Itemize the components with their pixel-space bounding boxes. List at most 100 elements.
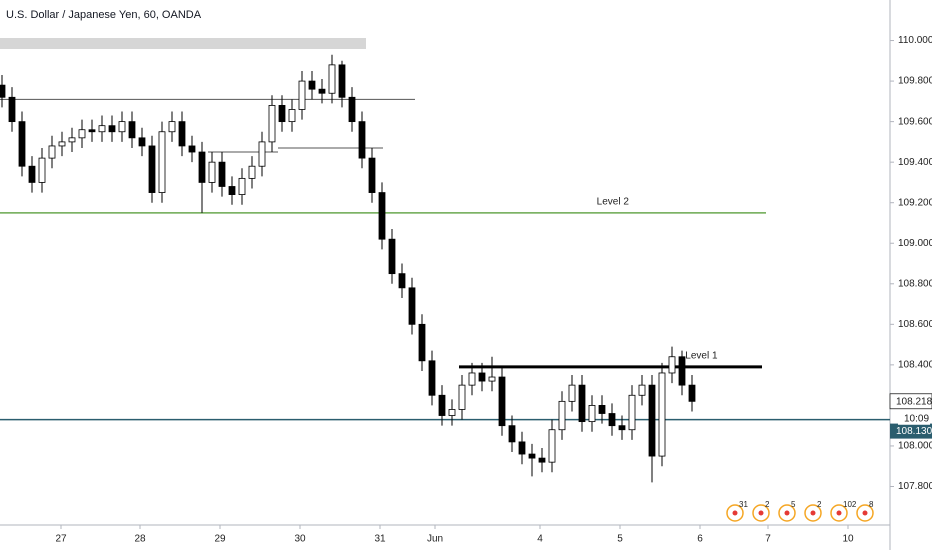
placeholder-bar <box>0 38 366 49</box>
event-dot <box>758 510 764 516</box>
candle-body <box>338 64 346 98</box>
candle-body <box>368 157 376 193</box>
candle-body <box>128 121 136 139</box>
event-count: 8 <box>869 500 874 509</box>
candle-body <box>428 360 436 396</box>
y-tick-label: 109.800 <box>898 76 932 87</box>
candle-body <box>298 80 306 110</box>
candle-body <box>18 121 26 167</box>
candle-body <box>438 394 446 416</box>
candle-body <box>328 64 336 94</box>
candle-body <box>578 384 586 423</box>
candle-body <box>448 409 456 416</box>
candle-body <box>678 356 686 386</box>
y-tick-label: 109.600 <box>898 116 932 127</box>
candle-body <box>548 429 556 463</box>
candle-body <box>568 384 576 402</box>
level-label: Level 2 <box>597 196 630 207</box>
candle-body <box>68 137 76 143</box>
candle-body <box>388 238 396 275</box>
event-dot <box>784 510 790 516</box>
candle-body <box>318 88 326 94</box>
candle-body <box>348 96 356 123</box>
candle-body <box>218 161 226 187</box>
candle-body <box>628 394 636 431</box>
candle-body <box>598 405 606 414</box>
candle-body <box>458 384 466 410</box>
candle-body <box>538 457 546 463</box>
candle-body <box>638 384 646 396</box>
candle-body <box>288 109 296 123</box>
x-tick-label: 5 <box>617 534 623 545</box>
countdown-box <box>898 411 930 425</box>
candle-body <box>188 145 196 153</box>
event-dot <box>836 510 842 516</box>
x-tick-label: 28 <box>134 534 146 545</box>
candle-body <box>688 384 696 402</box>
countdown-label: 10:09 <box>904 413 929 424</box>
level-label: Level 1 <box>685 351 718 362</box>
event-dot <box>810 510 816 516</box>
candle-body <box>588 405 596 423</box>
last-price-label: 108.218 <box>896 396 932 407</box>
candle-body <box>668 356 676 374</box>
x-tick-label: 4 <box>537 534 543 545</box>
candle-body <box>258 141 266 167</box>
candle-body <box>558 400 566 431</box>
event-dot <box>732 510 738 516</box>
event-dot <box>862 510 868 516</box>
candle-body <box>308 80 316 90</box>
candle-body <box>658 372 666 457</box>
candle-body <box>278 105 286 123</box>
candle-body <box>418 323 426 362</box>
candle-body <box>478 372 486 382</box>
x-tick-label: 30 <box>294 534 306 545</box>
chart-title: U.S. Dollar / Japanese Yen, 60, OANDA <box>6 9 202 21</box>
price-tag-label: 108.130 <box>896 426 932 437</box>
x-tick-label: 31 <box>374 534 386 545</box>
candle-body <box>618 425 626 431</box>
candle-body <box>58 141 66 147</box>
y-tick-label: 109.400 <box>898 157 932 168</box>
y-tick-label: 108.000 <box>898 441 932 452</box>
event-count: 2 <box>765 500 770 509</box>
event-count: 102 <box>843 500 857 509</box>
candle-body <box>8 96 16 123</box>
candle-body <box>98 125 106 133</box>
y-tick-label: 108.600 <box>898 319 932 330</box>
y-tick-label: 107.800 <box>898 481 932 492</box>
candle-body <box>108 125 116 133</box>
candle-body <box>118 121 126 133</box>
candle-body <box>498 376 506 427</box>
x-tick-label: 27 <box>55 534 67 545</box>
candle-body <box>28 165 36 183</box>
candle-body <box>608 413 616 427</box>
price-tag <box>890 423 932 439</box>
candle-body <box>198 151 206 183</box>
candle-body <box>88 129 96 133</box>
event-count: 5 <box>791 500 796 509</box>
candle-body <box>468 372 476 386</box>
y-tick-label: 108.400 <box>898 360 932 371</box>
last-price-tag <box>889 393 932 410</box>
candle-body <box>248 165 256 179</box>
candle-body <box>168 121 176 133</box>
y-tick-label: 109.200 <box>898 197 932 208</box>
x-tick-label: 10 <box>842 534 854 545</box>
y-tick-label: 108.800 <box>898 278 932 289</box>
candle-body <box>378 192 386 240</box>
candle-body <box>208 161 216 183</box>
candle-body <box>518 441 526 455</box>
x-tick-label: 6 <box>697 534 703 545</box>
candle-body <box>48 145 56 159</box>
candle-body <box>408 287 416 325</box>
x-tick-label: Jun <box>427 534 443 545</box>
candle-body <box>138 137 146 147</box>
x-tick-label: 7 <box>765 534 771 545</box>
candle-body <box>648 384 656 457</box>
candle-body <box>508 425 516 443</box>
candle-body <box>238 177 246 195</box>
candle-body <box>148 145 156 193</box>
event-count: 31 <box>739 500 748 509</box>
